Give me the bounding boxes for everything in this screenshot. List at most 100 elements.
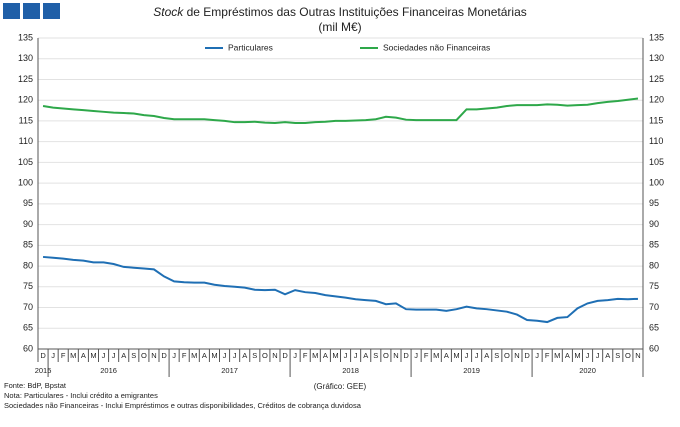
x-tick-label: J — [51, 351, 55, 360]
x-tick-label: F — [182, 351, 187, 360]
x-tick-label: M — [453, 351, 459, 360]
y-tick-label: 105 — [18, 157, 33, 167]
y-tick-label: 100 — [18, 178, 33, 188]
chart-subtitle: (mil M€) — [318, 20, 361, 34]
x-tick-label: A — [323, 351, 328, 360]
x-tick-label: D — [403, 351, 409, 360]
x-tick-label: J — [586, 351, 590, 360]
x-tick-label: D — [524, 351, 530, 360]
year-label: 2019 — [463, 366, 480, 375]
y-tick-label: 130 — [18, 53, 33, 63]
x-tick-label: N — [393, 351, 398, 360]
x-tick-label: D — [40, 351, 46, 360]
y-tick-label: 90 — [23, 219, 33, 229]
year-label: 2017 — [221, 366, 238, 375]
x-tick-label: J — [223, 351, 227, 360]
x-tick-label: J — [354, 351, 358, 360]
x-tick-label: M — [574, 351, 580, 360]
x-tick-label: O — [141, 351, 147, 360]
x-tick-label: N — [514, 351, 519, 360]
x-tick-label: F — [61, 351, 66, 360]
x-tick-label: S — [252, 351, 257, 360]
x-tick-label: A — [444, 351, 449, 360]
y-tick-label: 110 — [19, 136, 33, 146]
x-tick-label: N — [272, 351, 277, 360]
y2-tick-label: 135 — [649, 32, 664, 42]
x-tick-label: O — [625, 351, 631, 360]
x-tick-label: J — [344, 351, 348, 360]
x-tick-label: A — [202, 351, 207, 360]
x-tick-label: A — [242, 351, 247, 360]
y-tick-label: 60 — [23, 343, 33, 353]
y-tick-label: 115 — [19, 115, 33, 125]
y-tick-label: 120 — [18, 95, 33, 105]
y2-tick-label: 85 — [649, 240, 659, 250]
title-text: de Empréstimos das Outras Instituições F… — [187, 5, 527, 19]
series-line — [42, 255, 639, 324]
x-tick-label: O — [262, 351, 268, 360]
x-tick-label: J — [233, 351, 237, 360]
x-tick-label: M — [554, 351, 560, 360]
x-tick-label: S — [615, 351, 620, 360]
y2-tick-label: 115 — [649, 115, 663, 125]
y-tick-label: 95 — [23, 198, 33, 208]
x-tick-label: F — [303, 351, 308, 360]
x-tick-label: M — [332, 351, 338, 360]
y2-tick-label: 70 — [649, 302, 659, 312]
x-tick-label: A — [121, 351, 126, 360]
year-label: 2015 — [35, 366, 52, 375]
x-tick-label: A — [565, 351, 570, 360]
series-line — [42, 97, 639, 125]
x-tick-label: M — [191, 351, 197, 360]
x-tick-label: O — [504, 351, 510, 360]
y-tick-label: 85 — [23, 240, 33, 250]
y2-tick-label: 105 — [649, 157, 664, 167]
x-tick-label: M — [312, 351, 318, 360]
x-tick-label: J — [465, 351, 469, 360]
y2-tick-label: 65 — [649, 323, 659, 333]
x-tick-label: N — [151, 351, 156, 360]
x-tick-label: J — [535, 351, 539, 360]
legend-label: Particulares — [228, 42, 273, 52]
y-tick-label: 135 — [18, 32, 33, 42]
x-tick-label: M — [70, 351, 76, 360]
x-tick-label: J — [414, 351, 418, 360]
year-label: 2020 — [579, 366, 596, 375]
y-tick-label: 125 — [18, 74, 33, 84]
y2-tick-label: 75 — [649, 281, 659, 291]
x-tick-label: M — [433, 351, 439, 360]
x-tick-label: F — [424, 351, 429, 360]
x-tick-label: M — [211, 351, 217, 360]
x-tick-label: A — [363, 351, 368, 360]
x-tick-label: M — [90, 351, 96, 360]
year-label: 2018 — [342, 366, 359, 375]
note: Nota: Particulares - Inclui crédito a em… — [4, 391, 158, 400]
x-tick-label: F — [545, 351, 550, 360]
x-tick-label: O — [383, 351, 389, 360]
y2-tick-label: 110 — [649, 136, 663, 146]
y2-tick-label: 90 — [649, 219, 659, 229]
y-tick-label: 80 — [23, 260, 33, 270]
chart-title: Stock de Empréstimos das Outras Institui… — [153, 5, 527, 19]
x-tick-label: J — [293, 351, 297, 360]
legend-label: Sociedades não Financeiras — [383, 42, 490, 52]
x-tick-label: D — [282, 351, 288, 360]
y2-tick-label: 100 — [649, 178, 664, 188]
y-tick-label: 75 — [23, 281, 33, 291]
note: Sociedades não Financeiras - Inclui Empr… — [4, 401, 362, 410]
x-tick-label: N — [635, 351, 640, 360]
y2-tick-label: 95 — [649, 198, 659, 208]
logo-square — [23, 3, 40, 19]
x-tick-label: J — [172, 351, 176, 360]
credit: (Gráfico: GEE) — [314, 382, 367, 391]
y2-tick-label: 130 — [649, 53, 664, 63]
y2-tick-label: 120 — [649, 95, 664, 105]
y2-tick-label: 80 — [649, 260, 659, 270]
logo-square — [3, 3, 20, 19]
x-tick-label: J — [102, 351, 106, 360]
x-tick-label: J — [596, 351, 600, 360]
year-label: 2016 — [100, 366, 117, 375]
y-tick-label: 70 — [23, 302, 33, 312]
note: Fonte: BdP, Bpstat — [4, 381, 67, 390]
